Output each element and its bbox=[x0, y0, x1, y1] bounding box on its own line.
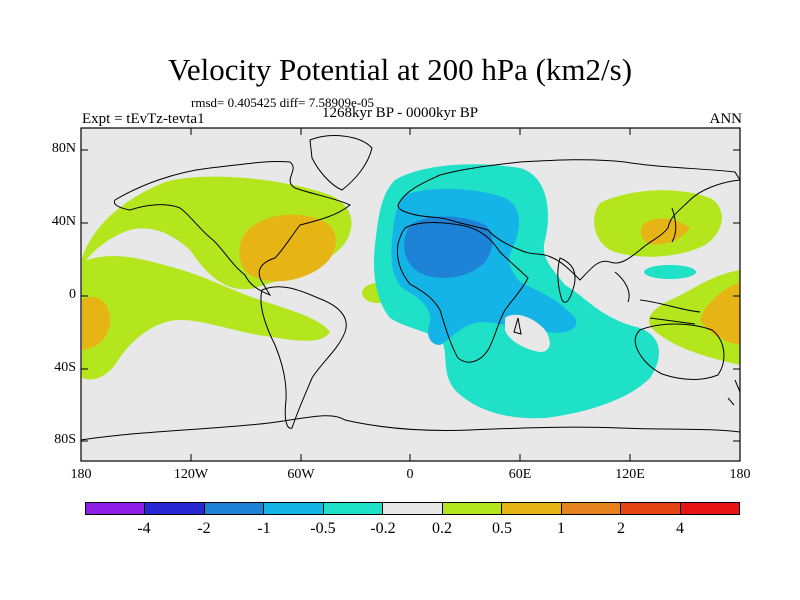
colorbar-label-m1: -1 bbox=[257, 520, 271, 537]
period-label: 1268kyr BP - 0000kyr BP bbox=[321, 105, 479, 121]
lon-label-120w: 120W bbox=[173, 467, 209, 482]
lon-label-120e: 120E bbox=[615, 467, 645, 482]
colorbar bbox=[85, 502, 740, 515]
lon-label-60w: 60W bbox=[287, 467, 315, 482]
lat-label-80n: 80N bbox=[51, 141, 76, 156]
experiment-label: Expt = tEvTz-tevta1 bbox=[82, 111, 205, 127]
colorbar-swatch-10 bbox=[680, 503, 739, 514]
colorbar-label-p1: 1 bbox=[557, 520, 565, 537]
lat-label-0: 0 bbox=[69, 287, 76, 302]
colorbar-label-p2: 2 bbox=[617, 520, 625, 537]
lon-label-180e: 180 bbox=[729, 467, 751, 482]
colorbar-swatch-9 bbox=[621, 503, 681, 514]
stats-text: rmsd= 0.405425 diff= 7.58909e-05 bbox=[191, 95, 375, 110]
coastlines bbox=[80, 135, 741, 441]
colorbar-swatch-4 bbox=[323, 503, 384, 514]
lat-label-40n: 40N bbox=[51, 214, 76, 229]
lat-label-80s: 80S bbox=[54, 432, 76, 447]
plot-title: Velocity Potential at 200 hPa (km2/s) bbox=[167, 52, 633, 87]
tick-marks bbox=[81, 128, 740, 461]
colorbar-label-m05: -0.5 bbox=[310, 520, 336, 537]
colorbar-swatch-7 bbox=[502, 503, 562, 514]
colorbar-label-p4: 4 bbox=[676, 520, 684, 537]
lon-label-180w: 180 bbox=[70, 467, 92, 482]
colorbar-label-p02: 0.2 bbox=[432, 520, 452, 537]
colorbar-swatch-1 bbox=[145, 503, 205, 514]
colorbar-label-m4: -4 bbox=[137, 520, 151, 537]
colorbar-swatch-3 bbox=[264, 503, 324, 514]
colorbar-label-m02: -0.2 bbox=[370, 520, 396, 537]
colorbar-swatch-6 bbox=[442, 503, 503, 514]
colorbar-label-m2: -2 bbox=[197, 520, 211, 537]
colorbar-swatch-5 bbox=[383, 503, 443, 514]
colorbar-swatch-0 bbox=[86, 503, 146, 514]
lon-label-60e: 60E bbox=[508, 467, 532, 482]
lat-label-40s: 40S bbox=[54, 360, 76, 375]
season-label: ANN bbox=[709, 111, 743, 127]
colorbar-swatch-2 bbox=[204, 503, 265, 514]
colorbar-label-p05: 0.5 bbox=[492, 520, 512, 537]
lon-label-0: 0 bbox=[406, 467, 414, 482]
colorbar-swatch-8 bbox=[561, 503, 622, 514]
